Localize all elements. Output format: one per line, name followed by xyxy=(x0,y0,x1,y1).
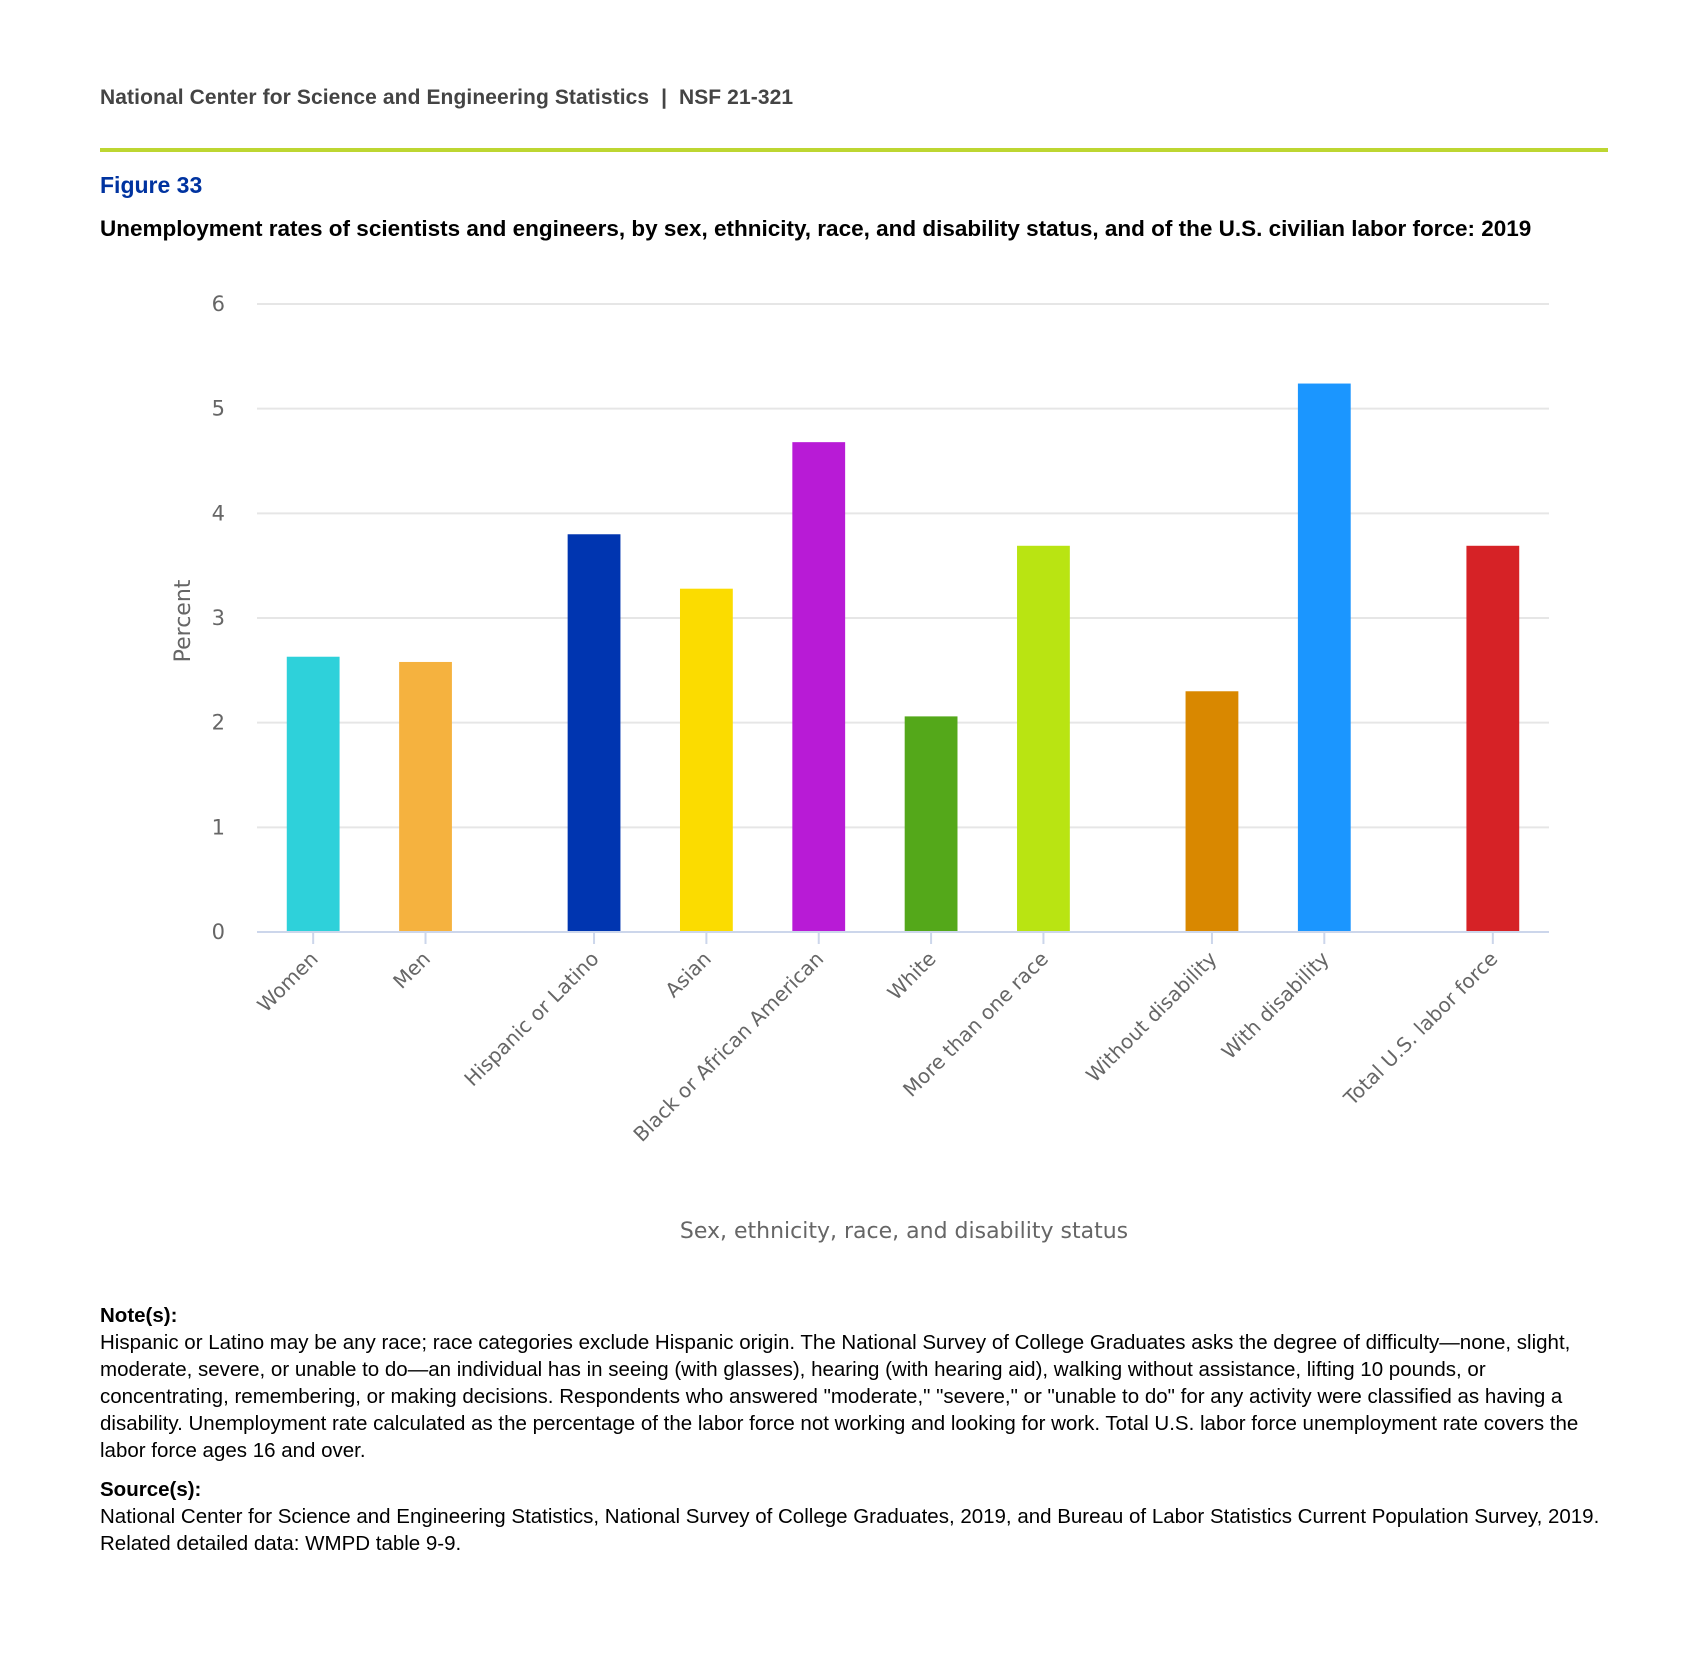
notes-text: Hispanic or Latino may be any race; race… xyxy=(100,1331,1579,1462)
x-tick-label: Hispanic or Latino xyxy=(459,947,603,1091)
y-tick-label: 1 xyxy=(212,815,225,839)
source-text: National Center for Science and Engineer… xyxy=(100,1505,1600,1555)
bar-women xyxy=(286,656,340,932)
bar-hispanic-or-latino xyxy=(567,534,621,932)
header-rule xyxy=(100,148,1608,152)
x-tick-label: Men xyxy=(388,947,435,994)
x-tick-label: Black or African American xyxy=(628,947,828,1147)
bar-black-or-african-american xyxy=(792,442,846,932)
x-tick-label: White xyxy=(883,947,941,1005)
y-tick-label: 5 xyxy=(212,397,225,421)
bar-men xyxy=(399,661,452,932)
x-tick-label: Women xyxy=(252,947,322,1017)
bar-without-disability xyxy=(1185,691,1239,932)
x-tick-label: Asian xyxy=(660,947,716,1003)
figure-label: Figure 33 xyxy=(100,172,203,198)
bar-white xyxy=(904,716,958,932)
bar-asian xyxy=(679,588,733,932)
x-tick-label: Total U.S. labor force xyxy=(1338,947,1502,1111)
y-tick-label: 0 xyxy=(212,920,225,944)
y-tick-label: 6 xyxy=(212,292,225,316)
notes-section: Note(s): Hispanic or Latino may be any r… xyxy=(100,1302,1620,1569)
x-tick-label: Without disability xyxy=(1081,946,1221,1086)
y-tick-label: 2 xyxy=(212,711,225,735)
header-org: National Center for Science and Engineer… xyxy=(100,86,650,109)
source-heading: Source(s): xyxy=(100,1478,202,1501)
header-report-number: NSF 21-321 xyxy=(678,86,794,109)
y-axis-title: Percent xyxy=(171,579,196,662)
bar-total-u-s-labor-force xyxy=(1466,545,1520,932)
report-header: National Center for Science and Engineer… xyxy=(100,86,793,110)
y-tick-label: 4 xyxy=(212,501,225,525)
notes-heading: Note(s): xyxy=(100,1304,178,1327)
x-axis-title: Sex, ethnicity, race, and disability sta… xyxy=(680,1219,1128,1244)
chart-title: Unemployment rates of scientists and eng… xyxy=(100,216,1532,241)
bar-with-disability xyxy=(1297,383,1351,933)
bar-more-than-one-race xyxy=(1017,545,1070,932)
y-tick-label: 3 xyxy=(212,606,225,630)
header-separator: | xyxy=(661,86,668,109)
x-tick-label: With disability xyxy=(1217,946,1334,1063)
